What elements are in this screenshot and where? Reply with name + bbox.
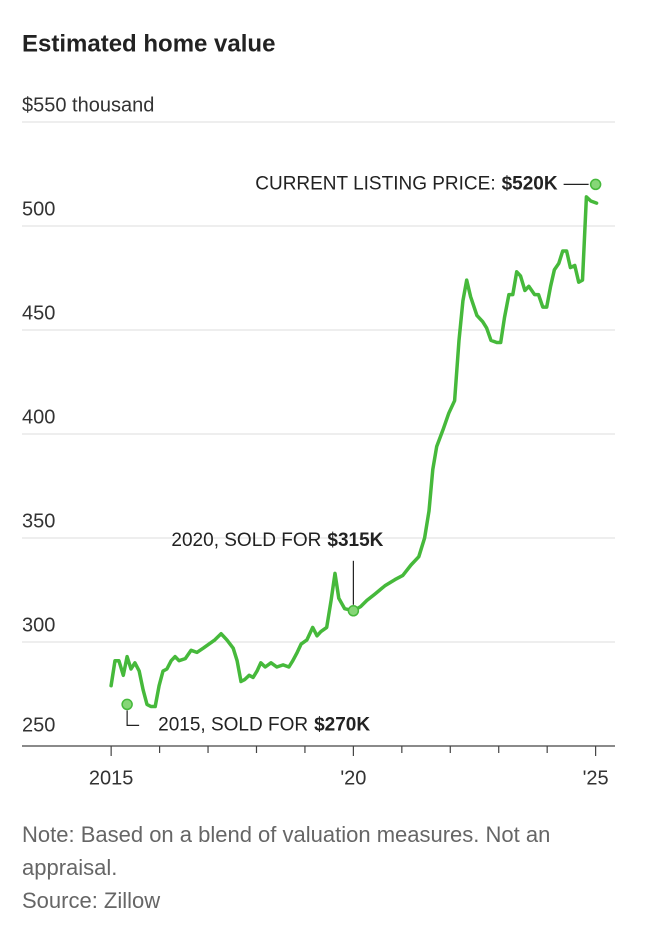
chart: Estimated home value 250 300 350 400 450 500 $… <box>22 30 615 789</box>
x-tick-label: 2015 <box>89 767 134 789</box>
annotation-value: $520K <box>502 173 558 194</box>
annotation-dot <box>347 605 360 617</box>
value-line <box>109 195 599 709</box>
y-tick-label: 350 <box>22 510 55 532</box>
annotation-text: CURRENT LISTING PRICE: <box>255 173 495 194</box>
y-tick-label: 250 <box>22 714 55 736</box>
annotation-value: $315K <box>327 530 383 551</box>
y-tick-label: 300 <box>22 614 55 636</box>
annotation-text: 2015, SOLD FOR <box>158 714 308 735</box>
notes: Note: Based on a blend of valuation meas… <box>22 818 632 917</box>
source: Source: Zillow <box>22 888 161 913</box>
x-tick-label: '20 <box>340 767 366 789</box>
y-tick-label: 450 <box>22 302 55 324</box>
y-tick-label: 400 <box>22 406 55 428</box>
note: Note: Based on a blend of valuation meas… <box>22 822 551 880</box>
x-tick-label: '25 <box>583 767 609 789</box>
annotation: 2020, SOLD FOR $315K <box>171 530 383 551</box>
annotation-text: 2020, SOLD FOR <box>171 530 321 551</box>
y-tick-label: 500 <box>22 198 55 220</box>
annotation-value: $270K <box>314 714 370 735</box>
annotation: CURRENT LISTING PRICE: $520K <box>255 173 558 194</box>
chart-title: Estimated home value <box>22 30 275 57</box>
annotation-dot <box>121 698 133 711</box>
annotation-dot <box>589 178 602 191</box>
y-tick-label: $550 thousand <box>22 94 154 116</box>
annotation: 2015, SOLD FOR $270K <box>158 714 370 735</box>
leader-line <box>126 710 140 726</box>
